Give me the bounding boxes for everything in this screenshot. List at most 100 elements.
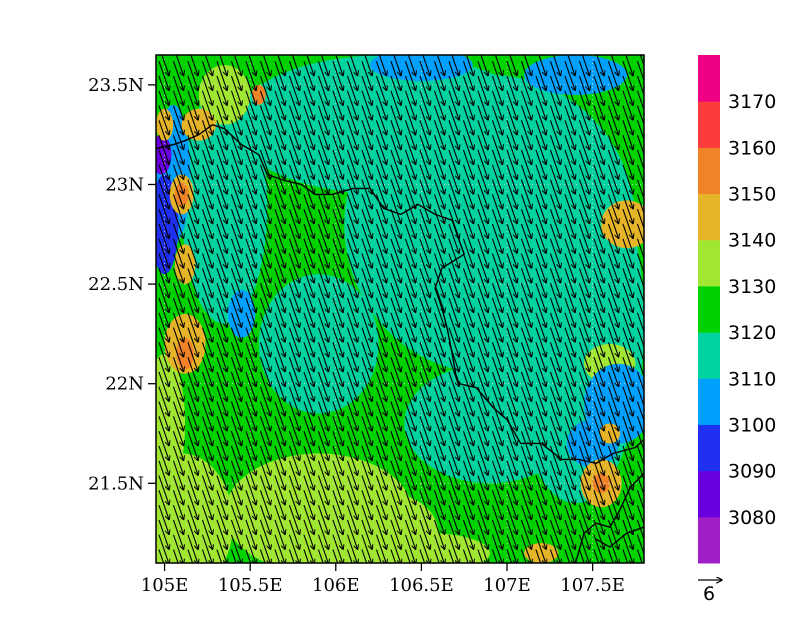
wind-vector xyxy=(216,312,227,342)
x-tick-label: 107.5E xyxy=(560,575,625,596)
wind-vector xyxy=(448,282,459,312)
wind-vector xyxy=(578,253,589,283)
wind-vector xyxy=(636,75,644,105)
wind-vector xyxy=(636,179,644,209)
wind-vector xyxy=(506,120,517,149)
wind-vector xyxy=(433,356,444,386)
wind-vector xyxy=(607,297,618,327)
wind-vector xyxy=(578,90,589,120)
wind-vector xyxy=(332,75,343,105)
wind-vector xyxy=(361,134,372,164)
wind-vector xyxy=(535,504,546,534)
wind-vector xyxy=(622,416,633,445)
wind-vector xyxy=(506,194,517,223)
wind-vector xyxy=(462,430,473,460)
wind-vector xyxy=(407,55,415,75)
wind-vector xyxy=(291,55,299,75)
wind-vector xyxy=(274,223,285,253)
wind-vector xyxy=(549,475,560,505)
wind-vector xyxy=(245,342,256,371)
wind-vector xyxy=(216,371,227,401)
wind-vector xyxy=(216,430,227,460)
wind-vector xyxy=(317,445,328,475)
wind-vector xyxy=(317,134,328,164)
wind-vector xyxy=(506,327,517,357)
wind-vector xyxy=(303,75,314,105)
wind-vector xyxy=(317,223,328,253)
wind-vector xyxy=(172,401,183,431)
wind-vector xyxy=(158,401,169,431)
wind-vector xyxy=(158,416,169,445)
wind-vector xyxy=(187,327,198,357)
wind-vector xyxy=(567,55,575,75)
wind-vector xyxy=(303,90,314,120)
wind-vector xyxy=(506,519,517,549)
wind-vector xyxy=(549,149,560,179)
wind-vector xyxy=(303,60,314,90)
wind-vector xyxy=(549,120,560,149)
wind-vector xyxy=(346,490,357,519)
wind-vector xyxy=(259,504,270,534)
wind-vector xyxy=(361,416,372,445)
wind-vector xyxy=(462,179,473,209)
wind-vector xyxy=(564,519,575,549)
wind-vector xyxy=(404,430,415,460)
wind-vector xyxy=(274,401,285,431)
colorbar-segment xyxy=(698,55,720,102)
wind-vector xyxy=(274,519,285,549)
contour-region xyxy=(251,84,266,105)
wind-vector xyxy=(622,475,633,505)
wind-vector xyxy=(361,460,372,490)
wind-vector xyxy=(419,134,430,164)
wind-vector xyxy=(361,90,372,120)
wind-vector xyxy=(303,356,314,386)
wind-vector xyxy=(259,297,270,327)
wind-vector xyxy=(404,208,415,238)
wind-vector xyxy=(230,534,241,563)
wind-vector xyxy=(593,356,604,386)
wind-vector xyxy=(639,55,644,75)
wind-vector xyxy=(259,327,270,357)
wind-vector xyxy=(448,342,459,371)
wind-vector xyxy=(520,416,531,445)
wind-vector xyxy=(607,475,618,505)
wind-vector xyxy=(636,297,644,327)
wind-vector xyxy=(288,253,299,283)
wind-vector xyxy=(622,208,633,238)
wind-vector xyxy=(230,504,241,534)
wind-vector xyxy=(404,416,415,445)
wind-vector xyxy=(491,223,502,253)
wind-vector xyxy=(332,105,343,135)
wind-vector xyxy=(172,75,183,105)
wind-vector xyxy=(636,223,644,253)
wind-vector xyxy=(172,90,183,120)
wind-vector xyxy=(622,386,633,416)
wind-vector xyxy=(549,416,560,445)
contour-region xyxy=(370,533,490,563)
wind-vector xyxy=(578,386,589,416)
wind-vector xyxy=(636,164,644,194)
wind-vector xyxy=(161,55,169,75)
wind-vector xyxy=(332,149,343,179)
colorbar: 3080 3090 3100 3110 3120 3130 3140 3150 3160 3170 xyxy=(698,55,776,564)
wind-vector xyxy=(317,430,328,460)
wind-vector xyxy=(549,75,560,105)
wind-vector xyxy=(477,342,488,371)
wind-vector xyxy=(332,445,343,475)
wind-vector xyxy=(346,416,357,445)
wind-vector xyxy=(289,564,299,593)
wind-vector xyxy=(259,253,270,283)
wind-vector xyxy=(230,120,241,149)
wind-vector xyxy=(404,312,415,342)
wind-vector xyxy=(477,105,488,135)
wind-vector xyxy=(491,164,502,194)
wind-vector xyxy=(549,134,560,164)
wind-vector xyxy=(506,208,517,238)
wind-vector xyxy=(462,149,473,179)
wind-vector xyxy=(520,134,531,164)
wind-vector xyxy=(187,238,198,268)
wind-vector xyxy=(549,342,560,371)
wind-vector xyxy=(288,519,299,549)
wind-vector xyxy=(433,120,444,149)
wind-vector xyxy=(332,416,343,445)
